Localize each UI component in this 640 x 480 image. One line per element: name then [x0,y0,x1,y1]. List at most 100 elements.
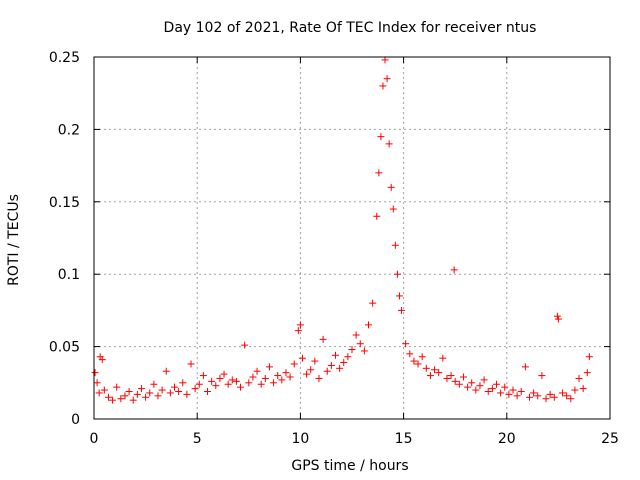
data-point [109,396,117,404]
data-point [513,392,521,400]
data-point [521,363,529,371]
y-tick-label: 0.15 [49,195,80,211]
data-point [546,390,554,398]
chart-title: Day 102 of 2021, Rate Of TEC Index for r… [164,20,537,36]
data-point [298,354,306,362]
data-point [212,382,220,390]
data-point [121,392,129,400]
data-point [484,387,492,395]
data-point [395,292,403,300]
data-point [526,393,534,401]
data-point [344,353,352,361]
y-tick-label: 0.1 [58,267,80,283]
data-point [550,393,558,401]
plot-frame [93,56,611,420]
data-point [100,386,108,394]
data-point [315,374,323,382]
data-point [571,386,579,394]
data-point [509,386,517,394]
data-point [125,387,133,395]
data-point [538,372,546,380]
data-point [265,363,273,371]
data-point [257,380,265,388]
data-point [464,383,472,391]
data-point [187,360,195,368]
data-point [379,82,387,90]
data-point [488,385,496,393]
data-point [559,389,567,397]
data-point [290,360,298,368]
data-point [459,373,467,381]
data-point [501,383,509,391]
data-point [303,370,311,378]
x-axis-label: GPS time / hours [291,458,408,474]
data-point [389,205,397,213]
data-point [117,395,125,403]
data-point [468,379,476,387]
data-point [204,387,212,395]
data-point [480,376,488,384]
data-point [95,389,103,397]
data-point [183,390,191,398]
data-point [237,383,245,391]
data-point [369,299,377,307]
data-point [542,395,550,403]
x-tick-label: 25 [601,431,619,447]
data-point [224,380,232,388]
data-point [216,374,224,382]
x-tick-label: 5 [193,431,202,447]
data-point [296,321,304,329]
data-point [311,357,319,365]
data-point [336,364,344,372]
data-point [278,376,286,384]
data-point [443,374,451,382]
data-point [319,335,327,343]
data-point [387,183,395,191]
data-point [406,350,414,358]
data-point [142,393,150,401]
data-point [352,331,360,339]
data-point [241,341,249,349]
data-point [381,56,389,64]
axis-ticks [93,56,611,420]
data-point [534,392,542,400]
data-point [393,270,401,278]
x-tick-label: 20 [498,431,516,447]
data-point [191,385,199,393]
data-point [553,312,561,320]
data-point [567,395,575,403]
data-point [162,367,170,375]
data-point [365,321,373,329]
tick-labels: 0 5 10 15 20 25 0 0.05 0.1 0.15 0.2 0.25 [49,50,619,447]
data-point [431,366,439,374]
data-point [435,369,443,377]
x-tick-label: 15 [395,431,413,447]
x-tick-label: 0 [90,431,99,447]
data-point [426,372,434,380]
data-point [455,380,463,388]
data-point [575,374,583,382]
data-point [476,382,484,390]
data-point [249,373,257,381]
data-point [170,383,178,391]
data-point [391,241,399,249]
data-point [422,364,430,372]
data-point [175,387,183,395]
data-point [129,396,137,404]
data-point [327,361,335,369]
data-point [199,372,207,380]
data-point [113,383,121,391]
data-point [398,306,406,314]
y-tick-label: 0 [71,412,80,428]
data-point [282,369,290,377]
data-point [450,266,458,274]
data-point [104,393,112,401]
data-point [583,369,591,377]
data-point [166,389,174,397]
data-point [232,377,240,385]
data-point [195,380,203,388]
data-point [137,385,145,393]
data-point [410,357,418,365]
data-point [348,345,356,353]
